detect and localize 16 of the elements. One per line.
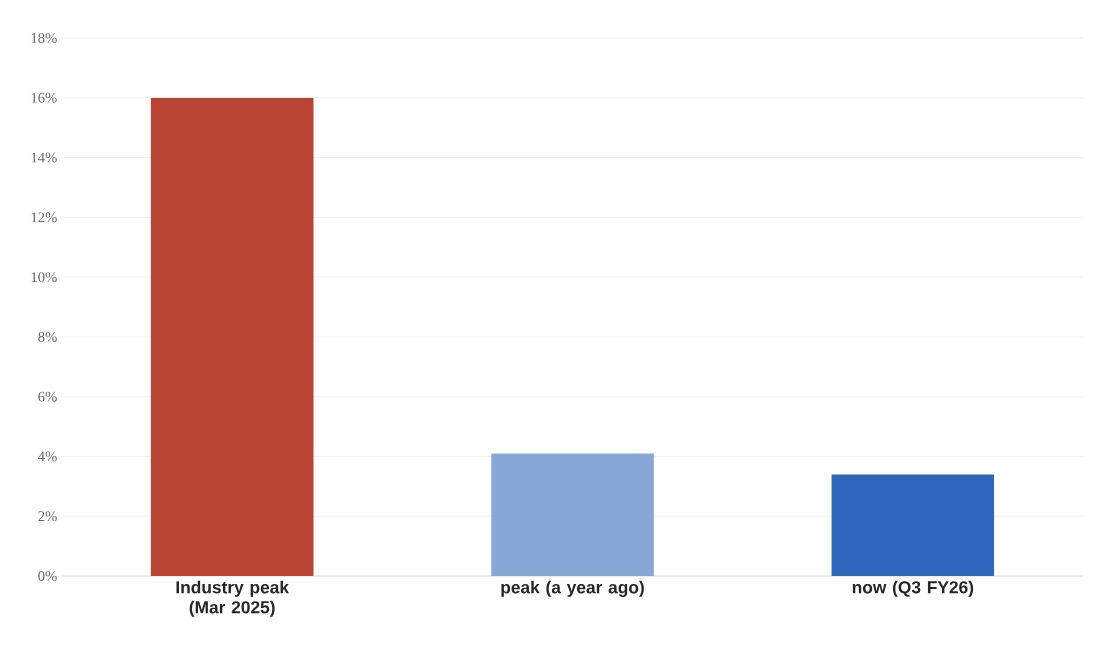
x-tick-label: peak (a year ago) — [501, 580, 644, 597]
bar — [831, 474, 995, 576]
y-tick-label: 6% — [38, 391, 57, 402]
y-tick-label: 16% — [31, 92, 57, 103]
y-tick-label: 2% — [38, 511, 57, 522]
x-tick-label: Industry peak (Mar 2025) — [176, 580, 290, 617]
y-tick-label: 14% — [31, 152, 57, 163]
y-tick-label: 8% — [38, 331, 57, 342]
bar — [150, 97, 314, 576]
x-tick-label: now (Q3 FY26) — [852, 580, 974, 597]
y-tick-label: 18% — [31, 33, 57, 43]
bar — [491, 453, 654, 576]
y-tick-label: 12% — [31, 212, 57, 223]
y-tick-label: 0% — [38, 571, 57, 581]
y-tick-label: 10% — [31, 272, 57, 283]
y-tick-label: 4% — [38, 451, 57, 462]
